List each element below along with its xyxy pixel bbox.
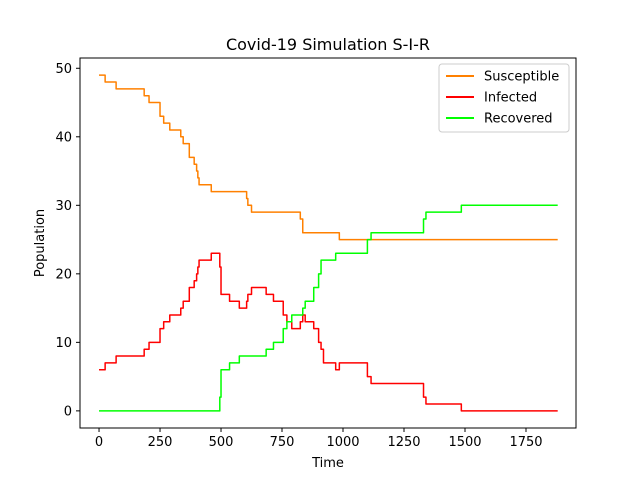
y-tick-label: 40	[55, 130, 72, 145]
y-tick-label: 10	[55, 336, 72, 351]
y-tick-label: 30	[55, 199, 72, 214]
x-tick-label: 1500	[448, 435, 481, 450]
x-tick-label: 1250	[387, 435, 420, 450]
x-tick-label: 250	[148, 435, 173, 450]
legend-label-infected: Infected	[484, 91, 537, 106]
x-tick-label: 0	[95, 435, 103, 450]
legend: Susceptible Infected Recovered	[438, 63, 570, 133]
x-tick-label: 750	[270, 435, 295, 450]
x-tick-label: 1750	[509, 435, 542, 450]
series-line-susceptible	[99, 74, 558, 241]
plot-frame	[79, 57, 577, 429]
series-line-recovered	[99, 204, 558, 412]
series-line-infected	[99, 252, 558, 412]
axes-layer: 0 250 500 750 1000 1250 1500 1750 0 10 20 30 40 50	[55, 62, 542, 450]
series-layer	[99, 74, 558, 412]
y-tick-label: 20	[55, 267, 72, 282]
x-axis-label: Time	[311, 456, 344, 471]
legend-label-recovered: Recovered	[484, 112, 553, 127]
legend-box	[438, 63, 570, 133]
y-tick-label: 0	[64, 404, 72, 419]
chart-title: Covid-19 Simulation S-I-R	[226, 35, 430, 54]
y-axis-label: Population	[33, 209, 48, 277]
y-tick-label: 50	[55, 62, 72, 77]
x-tick-label: 500	[209, 435, 234, 450]
x-tick-label: 1000	[326, 435, 359, 450]
legend-label-susceptible: Susceptible	[484, 70, 559, 85]
